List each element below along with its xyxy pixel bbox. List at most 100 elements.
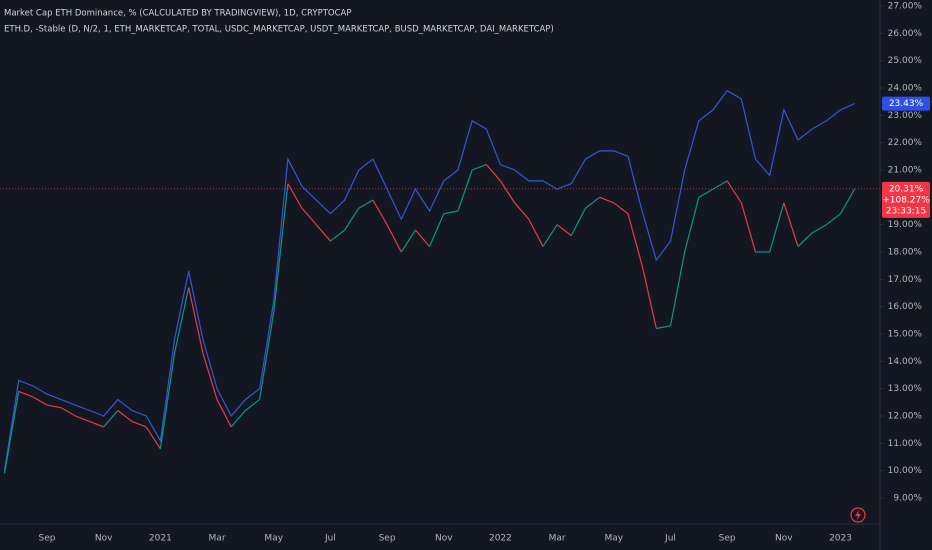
y-tick-label: 23.00% <box>888 111 923 121</box>
x-tick-label: Nov <box>775 534 793 544</box>
dominance-segment <box>202 352 218 400</box>
dominance-segment <box>131 420 147 428</box>
dominance-segment <box>570 207 587 236</box>
y-tick-label: 27.00% <box>888 2 923 12</box>
dominance-segment <box>358 199 374 209</box>
dominance-segment <box>301 207 317 226</box>
dominance-segment <box>75 415 90 423</box>
x-tick-label: Sep <box>719 534 736 544</box>
dominance-segment <box>514 202 530 220</box>
dominance-segment <box>18 390 34 398</box>
y-tick-label: 9.00% <box>893 493 922 503</box>
y-tick-label: 24.00% <box>888 84 923 94</box>
y-tick-label: 18.00% <box>888 247 923 257</box>
alert-bolt[interactable] <box>855 510 861 520</box>
dominance-segment <box>627 213 643 266</box>
stable-adjusted-line <box>3 89 855 471</box>
dominance-segment <box>400 229 416 253</box>
dominance-segment <box>46 404 62 409</box>
dominance-segment <box>811 224 827 234</box>
dominance-segment <box>429 213 445 247</box>
dominance-segment <box>386 224 402 253</box>
y-tick-label: 16.00% <box>888 302 923 312</box>
dominance-segment <box>485 164 501 182</box>
alert-icon[interactable] <box>850 507 866 523</box>
y-tick-label: 12.00% <box>888 411 923 421</box>
dominance-segment <box>145 426 161 450</box>
x-tick-label: Mar <box>209 534 226 544</box>
x-tick-label: Sep <box>379 534 396 544</box>
y-tick-label: 11.00% <box>888 439 923 449</box>
dominance-segment <box>159 353 176 449</box>
red-price-tag <box>882 181 930 218</box>
chart-subtitle: ETH.D, -Stable (D, N/2, 1, ETH_MARKETCAP… <box>4 25 554 35</box>
dominance-segment <box>528 218 544 247</box>
y-tick-label: 13.00% <box>888 384 923 394</box>
dominance-segment <box>60 407 76 417</box>
dominance-segment <box>599 196 615 204</box>
x-tick-label: 2022 <box>489 534 512 544</box>
y-tick-label: 15.00% <box>888 329 923 339</box>
x-tick-label: May <box>264 534 283 544</box>
dominance-segment <box>173 287 190 354</box>
dominance-segment <box>769 202 785 253</box>
dominance-segment <box>3 391 20 474</box>
dominance-segment <box>216 399 232 428</box>
dominance-segment <box>245 399 260 411</box>
red-price-label: 20.31% <box>889 184 924 194</box>
dominance-segment <box>315 224 331 242</box>
x-tick-label: Nov <box>95 534 113 544</box>
dominance-segment <box>330 229 345 242</box>
dominance-segment <box>740 202 757 253</box>
dominance-segment <box>443 210 459 215</box>
dominance-segment <box>684 197 700 253</box>
y-tick-label: 10.00% <box>888 466 923 476</box>
x-tick-label: Nov <box>435 534 453 544</box>
alert-circle[interactable] <box>850 507 866 523</box>
x-tick-label: Sep <box>39 534 56 544</box>
dominance-segment <box>89 420 104 428</box>
y-tick-label: 22.00% <box>888 138 923 148</box>
dominance-segment <box>32 396 48 406</box>
dominance-segment <box>669 251 686 326</box>
dominance-segment <box>273 183 289 313</box>
blue-price-label: 23.43% <box>889 99 924 109</box>
dominance-segment <box>840 188 856 215</box>
dominance-segment <box>344 207 360 231</box>
x-tick-label: 2023 <box>829 534 852 544</box>
dominance-segment <box>726 180 742 204</box>
y-tick-label: 19.00% <box>888 220 923 230</box>
blue-price-tag <box>882 96 930 111</box>
dominance-segment <box>414 229 431 247</box>
dominance-segment <box>698 188 714 198</box>
dominance-segment <box>372 199 388 225</box>
dominance-segment <box>117 410 133 422</box>
dominance-segment <box>499 180 516 204</box>
dominance-segment <box>712 180 728 190</box>
change-label: +108.27% <box>882 195 930 205</box>
dominance-segment <box>585 196 601 209</box>
dominance-segment <box>641 265 657 329</box>
y-tick-label: 14.00% <box>888 357 923 367</box>
dominance-segment <box>188 287 204 354</box>
y-tick-label: 26.00% <box>888 29 923 39</box>
dominance-segment <box>103 410 119 428</box>
dominance-segment <box>825 213 841 226</box>
dominance-segment <box>656 325 671 330</box>
dominance-segment <box>471 163 487 171</box>
dominance-segment <box>613 202 629 215</box>
dominance-segment <box>783 202 799 247</box>
x-tick-label: 2021 <box>149 534 172 544</box>
dominance-segment <box>230 410 246 428</box>
dominance-segment <box>797 232 813 247</box>
y-tick-label: 25.00% <box>888 56 923 66</box>
x-tick-label: Jul <box>324 534 336 544</box>
countdown-label: 23:33:15 <box>886 206 926 216</box>
x-tick-label: Jul <box>664 534 676 544</box>
x-tick-label: Mar <box>549 534 566 544</box>
dominance-segment <box>287 183 303 209</box>
y-tick-label: 21.00% <box>888 166 923 176</box>
x-tick-label: May <box>605 534 624 544</box>
